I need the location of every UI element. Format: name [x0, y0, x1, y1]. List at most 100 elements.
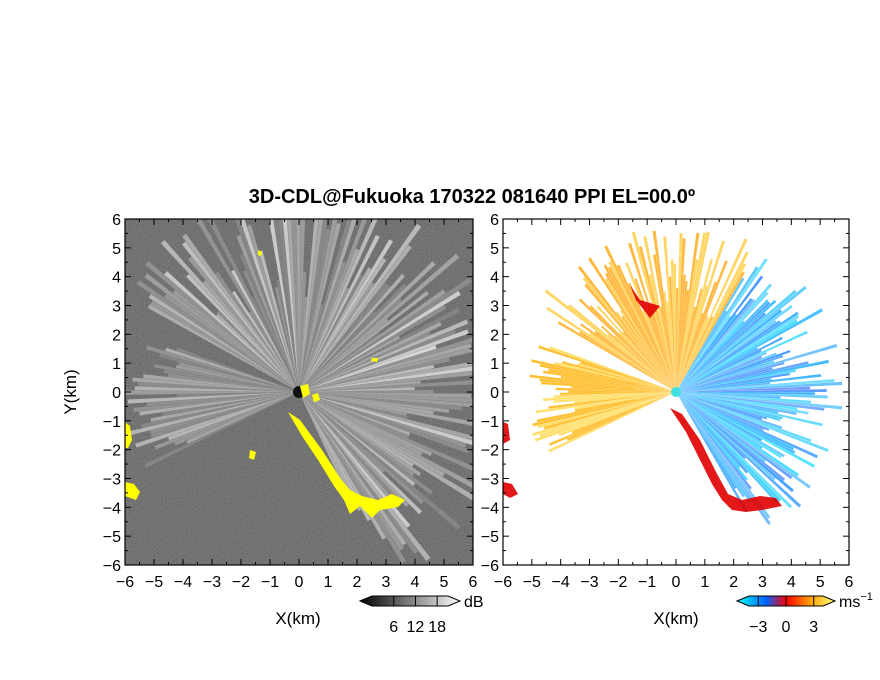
- y-tick-label: −4: [481, 500, 499, 517]
- velocity-ray: [676, 320, 777, 392]
- velocity-ray: [676, 392, 796, 454]
- velocity-ray: [553, 392, 676, 398]
- x-tick-label: −4: [552, 574, 570, 591]
- snr-ray: [299, 392, 434, 415]
- snr-ray: [299, 234, 380, 392]
- snr-ray: [164, 293, 299, 392]
- snr-ray: [299, 392, 408, 419]
- velocity-ray: [676, 319, 798, 392]
- highlight-region: [288, 412, 405, 518]
- velocity-ray: [676, 389, 827, 392]
- velocity-ray: [676, 372, 790, 392]
- velocity-ray: [676, 392, 786, 481]
- snr-ray: [299, 392, 461, 530]
- snr-ray: [231, 269, 299, 392]
- snr-ray: [181, 241, 299, 392]
- snr-ray: [299, 392, 423, 456]
- velocity-ray: [618, 332, 676, 392]
- highlight-region: [125, 422, 132, 448]
- velocity-ray: [676, 314, 737, 392]
- snr-ray: [202, 280, 299, 392]
- snr-ray: [299, 287, 350, 392]
- snr-ray: [143, 374, 299, 392]
- snr-ray: [299, 347, 473, 392]
- snr-ray: [299, 392, 445, 477]
- y-tick-label: −4: [103, 500, 121, 517]
- snr-ray: [125, 392, 299, 437]
- snr-ray: [299, 392, 348, 492]
- highlight-region: [371, 358, 378, 362]
- velocity-ray: [639, 246, 676, 392]
- snr-ray: [234, 219, 299, 392]
- velocity-ray: [676, 392, 815, 395]
- velocity-ray: [676, 392, 764, 431]
- velocity-ray: [621, 315, 676, 392]
- snr-ray: [299, 290, 429, 392]
- snr-ray: [160, 239, 299, 392]
- velocity-ray: [676, 392, 793, 480]
- y-tick-label: −3: [481, 472, 499, 489]
- velocity-ray: [549, 346, 676, 392]
- snr-ray: [299, 364, 435, 392]
- y-tick-label: 3: [112, 299, 121, 316]
- colorbar-tick-label: 3: [809, 619, 818, 636]
- velocity-ray: [582, 277, 676, 392]
- y-tick-label: 5: [490, 241, 499, 258]
- velocity-ray: [577, 265, 676, 392]
- velocity-ray: [625, 262, 676, 392]
- snr-ray: [299, 392, 419, 554]
- snr-ray: [168, 392, 299, 441]
- y-tick-label: −2: [103, 443, 121, 460]
- y-tick-label: 2: [112, 327, 121, 344]
- velocity-ray: [676, 301, 771, 392]
- snr-ray: [299, 361, 473, 392]
- right-colorbar: ms−1 −3 0 3: [735, 591, 873, 636]
- velocity-ray: [543, 370, 676, 392]
- velocity-ray: [580, 361, 676, 392]
- velocity-ray: [622, 331, 676, 392]
- colorbar-tick-label: 0: [782, 619, 791, 636]
- x-tick-label: −4: [174, 574, 192, 591]
- snr-ray: [299, 219, 368, 392]
- velocity-ray: [676, 287, 679, 392]
- right-axes: −6 −5 −4 −3 −2 −1 0 1 2 3 4 5 6 6 5 4 3 2 1 0 −1 −2 −3 −4 −5 −6: [481, 212, 854, 591]
- snr-ray: [296, 219, 301, 392]
- left-plot-area: [124, 218, 474, 566]
- velocity-red-region: [630, 285, 660, 318]
- velocity-ray: [670, 259, 676, 392]
- velocity-ray: [659, 306, 676, 392]
- snr-ray: [139, 392, 299, 416]
- velocity-ray: [619, 309, 676, 392]
- snr-ray: [299, 392, 411, 436]
- velocity-ray: [676, 392, 762, 442]
- velocity-ray: [676, 312, 766, 392]
- x-tick-label: 0: [672, 574, 681, 591]
- velocity-ray: [534, 392, 676, 442]
- velocity-ray: [676, 280, 688, 392]
- snr-ray: [299, 261, 436, 392]
- snr-ray: [299, 392, 433, 495]
- velocity-ray: [676, 392, 752, 504]
- velocity-ray: [557, 321, 676, 392]
- velocity-ray: [676, 258, 713, 392]
- snr-ray: [186, 392, 299, 444]
- velocity-ray: [666, 302, 676, 392]
- snr-ray: [299, 392, 407, 564]
- snr-ray: [299, 261, 346, 392]
- velocity-ray: [676, 349, 791, 392]
- y-tick-label: 6: [112, 212, 121, 229]
- velocity-ray: [676, 298, 756, 392]
- snr-ray: [299, 332, 381, 392]
- velocity-ray: [676, 392, 780, 505]
- snr-ray: [275, 287, 299, 392]
- highlight-region: [258, 250, 262, 256]
- x-tick-label: 2: [353, 574, 362, 591]
- velocity-ray: [676, 392, 766, 463]
- x-tick-label: −6: [116, 574, 134, 591]
- velocity-ray: [580, 323, 676, 392]
- velocity-ray: [649, 303, 676, 392]
- velocity-ray: [539, 392, 676, 437]
- velocity-ray: [571, 392, 676, 434]
- velocity-ray: [676, 392, 843, 410]
- x-tick-label: −5: [523, 574, 541, 591]
